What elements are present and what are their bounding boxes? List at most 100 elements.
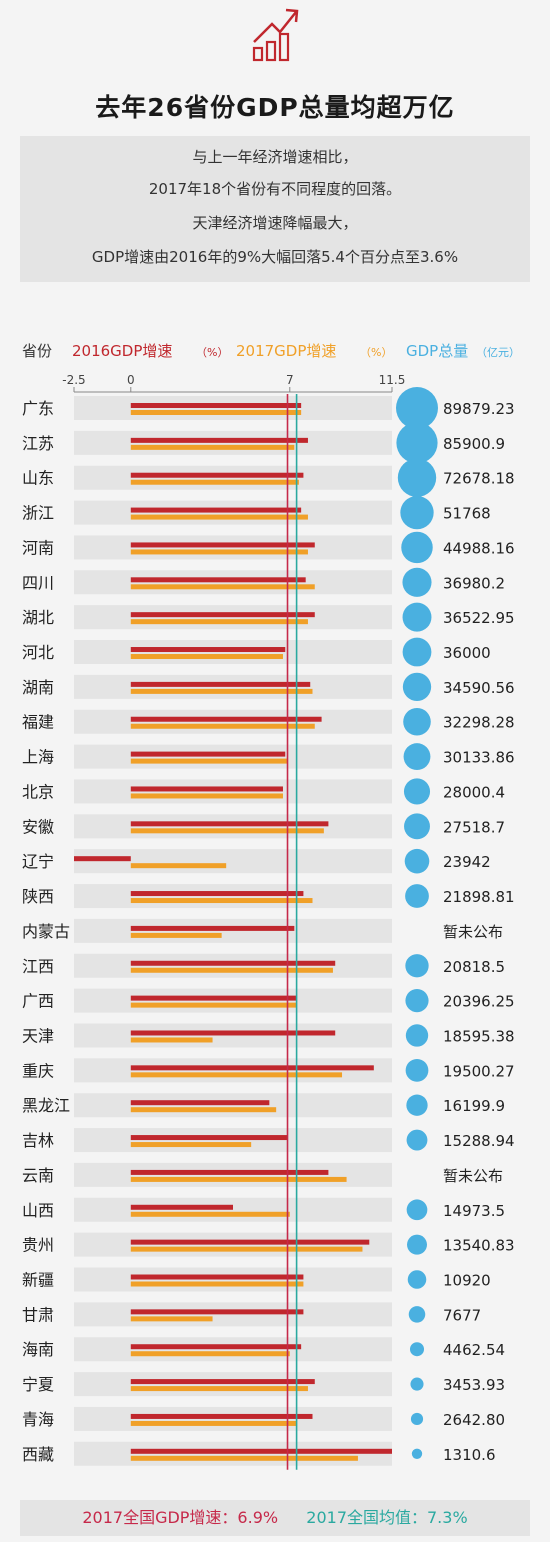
gdp-total-label: 36980.2: [443, 574, 505, 592]
bar-2016: [130, 1448, 393, 1454]
bar-2017: [130, 1455, 358, 1461]
bar-2017: [130, 793, 283, 799]
gdp-total-label: 19500.27: [443, 1062, 515, 1080]
bar-2017: [130, 1386, 308, 1392]
bar-2017: [130, 828, 324, 834]
gdp-bubble: [404, 813, 430, 840]
gdp-total-label: 34590.56: [443, 679, 515, 697]
gdp-total-label: 36522.95: [443, 609, 515, 627]
table-row: 湖北 36522.95: [22, 602, 515, 632]
bar-2017: [130, 863, 227, 869]
gdp-bubble: [403, 707, 431, 736]
intro-line: 天津经济增速降幅最大，: [192, 214, 358, 232]
table-row: 宁夏 3453.93: [22, 1372, 505, 1397]
gdp-bubble: [405, 1024, 429, 1047]
gdp-total-label: 23942: [443, 853, 491, 871]
gdp-total-label: 21898.81: [443, 888, 515, 906]
bar-2016: [130, 1100, 270, 1106]
table-row: 内蒙古 暂未公布: [22, 918, 503, 943]
gdp-bubble: [403, 743, 431, 771]
gdp-total-label: 30133.86: [443, 749, 515, 767]
x-tick-label: 0: [127, 373, 135, 387]
gdp-bubble: [402, 602, 432, 632]
gdp-bubble: [402, 567, 432, 597]
province-label: 内蒙古: [22, 922, 70, 941]
bar-2016: [130, 1274, 304, 1280]
bar-2016: [130, 1309, 304, 1315]
table-row: 安徽 27518.7: [22, 813, 505, 840]
table-row: 山东 72678.18: [22, 458, 515, 497]
gdp-total-label: 28000.4: [443, 783, 505, 801]
gdp-bubble: [405, 989, 429, 1013]
table-row: 黑龙江 16199.9: [22, 1093, 505, 1118]
gdp-total-label: 51768: [443, 505, 491, 523]
bar-2016: [130, 1344, 302, 1350]
bar-2016: [130, 1169, 329, 1175]
province-label: 陕西: [22, 887, 54, 906]
bar-2017: [130, 1037, 213, 1043]
province-label: 湖南: [22, 678, 54, 697]
bar-2016: [130, 403, 302, 408]
bar-2016: [130, 437, 308, 443]
table-row: 辽宁 23942: [22, 848, 491, 874]
gdp-bubble: [406, 1129, 428, 1151]
table-row: 陕西 21898.81: [22, 884, 515, 909]
province-label: 江苏: [22, 434, 54, 453]
gdp-total-label: 14973.5: [443, 1202, 505, 1220]
legend-total-unit: （亿元）: [476, 346, 520, 359]
bar-2017: [130, 479, 299, 485]
table-row: 江西 20818.5: [22, 953, 505, 978]
gdp-total-label: 1310.6: [443, 1446, 496, 1464]
bar-2016: [130, 507, 302, 513]
bar-2017: [130, 967, 333, 973]
gdp-total-label: 20818.5: [443, 958, 505, 976]
bar-2017: [130, 1107, 277, 1113]
province-label: 广东: [22, 399, 54, 418]
province-label: 湖北: [22, 608, 54, 627]
footer: 2017全国GDP增速：6.9% 2017全国均值：7.3%: [20, 1500, 530, 1536]
table-row: 河南 44988.16: [22, 531, 515, 564]
bar-2016: [130, 821, 329, 827]
gdp-bubble: [396, 387, 438, 429]
gdp-total-label: 4462.54: [443, 1341, 505, 1359]
gdp-bubble: [397, 458, 437, 497]
province-header: 省份: [22, 342, 52, 360]
bar-2016: [130, 751, 286, 757]
bar-2017: [130, 619, 308, 625]
province-label: 福建: [22, 713, 54, 732]
province-label: 吉林: [22, 1131, 54, 1150]
bar-2017: [130, 1351, 290, 1357]
bar-2017: [130, 1142, 252, 1148]
bar-2017: [130, 898, 313, 904]
province-label: 山西: [22, 1201, 54, 1220]
bar-2017: [130, 549, 308, 555]
gdp-bubble: [403, 778, 431, 805]
bar-2017: [130, 514, 308, 520]
page-title: 去年26省份GDP总量均超万亿: [95, 93, 455, 122]
table-row: 重庆 19500.27: [22, 1058, 515, 1083]
gdp-total-label: 89879.23: [443, 400, 515, 418]
bar-2016: [130, 1379, 315, 1385]
gdp-total-label: 85900.9: [443, 435, 505, 453]
gdp-total-label: 13540.83: [443, 1237, 515, 1255]
bar-2017: [130, 1072, 343, 1078]
bar-2016: [130, 1065, 374, 1071]
province-label: 新疆: [22, 1271, 54, 1290]
gdp-bubble: [411, 1448, 423, 1459]
table-row: 山西 14973.5: [22, 1197, 505, 1222]
footer-national-growth: 2017全国GDP增速：6.9%: [82, 1508, 279, 1527]
province-label: 上海: [22, 748, 54, 767]
table-row: 青海 2642.80: [22, 1406, 505, 1431]
gdp-total-label: 暂未公布: [443, 1167, 503, 1185]
table-row: 天津 18595.38: [22, 1023, 515, 1048]
legend-total: GDP总量: [406, 342, 468, 360]
bar-2017: [130, 654, 283, 660]
province-label: 北京: [22, 782, 54, 801]
gdp-total-label: 18595.38: [443, 1027, 515, 1045]
intro-line: GDP增速由2016年的9%大幅回落5.4个百分点至3.6%: [91, 248, 459, 266]
gdp-bubble: [404, 848, 430, 874]
gdp-bubble: [405, 1058, 429, 1082]
bar-2017: [130, 410, 302, 415]
bar-2017: [130, 584, 315, 590]
